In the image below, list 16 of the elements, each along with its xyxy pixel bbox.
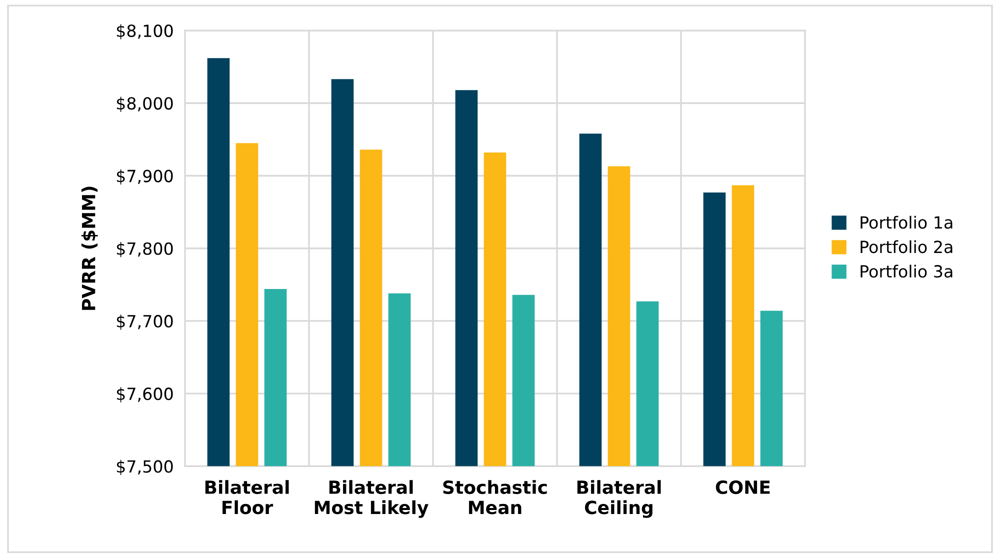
- x-tick-label: Stochastic Mean: [443, 480, 547, 514]
- x-tick-label: Bilateral Most Likely: [314, 480, 428, 518]
- legend-label: Portfolio 1a: [860, 216, 952, 229]
- y-tick-label: $8,100: [116, 24, 173, 40]
- y-tick-label: $7,600: [116, 387, 173, 402]
- x-tick-label: Bilateral Floor: [205, 480, 289, 514]
- x-tick-label: Bilateral Ceiling: [577, 480, 661, 518]
- y-tick-label: $8,000: [116, 96, 173, 112]
- y-tick-label: $7,900: [116, 169, 173, 185]
- y-axis-title: PVRR ($MM): [81, 186, 98, 310]
- y-tick-label: $7,700: [116, 314, 173, 330]
- legend-label: Portfolio 2a: [860, 240, 952, 254]
- y-tick-label: $7,500: [116, 460, 173, 475]
- x-tick-label: CONE: [716, 480, 770, 494]
- y-tick-label: $7,800: [116, 242, 173, 258]
- legend-label: Portfolio 3a: [860, 264, 952, 278]
